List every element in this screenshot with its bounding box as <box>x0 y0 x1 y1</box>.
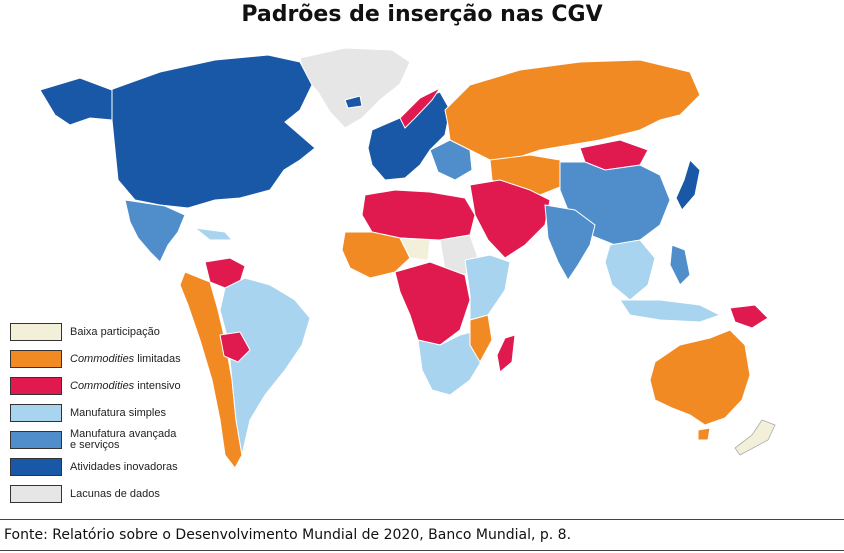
legend: Baixa participação Commodities limitadas… <box>10 322 210 511</box>
region-caribbean[interactable] <box>193 227 234 241</box>
legend-item-manufatura-avancada: Manufatura avançada e serviços <box>10 428 210 451</box>
region-japan[interactable] <box>675 159 701 211</box>
legend-label: Baixa participação <box>70 325 160 338</box>
region-madagascar[interactable] <box>496 334 516 373</box>
region-papua-new-guinea[interactable] <box>729 304 769 329</box>
region-tasmania[interactable] <box>697 427 711 441</box>
region-middle-east[interactable] <box>469 179 551 259</box>
legend-label: Atividades inovadoras <box>70 460 178 473</box>
divider <box>0 519 844 520</box>
legend-swatch <box>10 458 62 476</box>
world-map <box>39 47 776 469</box>
region-central-africa[interactable] <box>394 261 471 346</box>
source-caption: Fonte: Relatório sobre o Desenvolvimento… <box>4 527 572 543</box>
map-title: Padrões de inserção nas CGV <box>241 2 603 27</box>
region-sahel[interactable] <box>399 237 431 261</box>
legend-label: Commodities intensivo <box>70 379 181 392</box>
legend-swatch <box>10 350 62 368</box>
legend-item-baixa-participacao: Baixa participação <box>10 322 210 342</box>
legend-swatch <box>10 377 62 395</box>
legend-swatch <box>10 431 62 449</box>
region-india[interactable] <box>544 204 596 281</box>
region-southern-africa[interactable] <box>417 329 486 396</box>
region-indonesia[interactable] <box>619 299 722 323</box>
region-mozambique[interactable] <box>469 314 493 364</box>
legend-label: Lacunas de dados <box>70 487 160 500</box>
region-iceland[interactable] <box>344 95 363 109</box>
region-southeast-asia[interactable] <box>604 239 656 301</box>
legend-label: Commodities limitadas <box>70 352 181 365</box>
region-andes[interactable] <box>179 271 243 469</box>
region-mexico[interactable] <box>124 199 186 263</box>
region-new-zealand[interactable] <box>734 419 776 456</box>
region-australia[interactable] <box>649 329 751 426</box>
legend-label: Manufatura avançada e serviços <box>70 428 177 451</box>
legend-swatch <box>10 485 62 503</box>
region-north-africa[interactable] <box>361 189 476 241</box>
region-east-africa[interactable] <box>464 254 511 321</box>
legend-item-commodities-intensivo: Commodities intensivo <box>10 376 210 396</box>
legend-swatch <box>10 323 62 341</box>
region-north-america[interactable] <box>109 54 316 209</box>
region-philippines[interactable] <box>669 244 691 286</box>
region-greenland[interactable] <box>299 47 411 129</box>
region-russia[interactable] <box>444 59 701 161</box>
region-norway[interactable] <box>399 86 442 129</box>
divider-bottom <box>0 550 844 551</box>
legend-item-lacunas-de-dados: Lacunas de dados <box>10 484 210 504</box>
region-alaska[interactable] <box>39 77 113 126</box>
legend-item-atividades-inovadoras: Atividades inovadoras <box>10 457 210 477</box>
legend-item-commodities-limitadas: Commodities limitadas <box>10 349 210 369</box>
legend-item-manufatura-simples: Manufatura simples <box>10 403 210 423</box>
legend-label: Manufatura simples <box>70 406 166 419</box>
legend-swatch <box>10 404 62 422</box>
region-bolivia[interactable] <box>219 331 251 363</box>
